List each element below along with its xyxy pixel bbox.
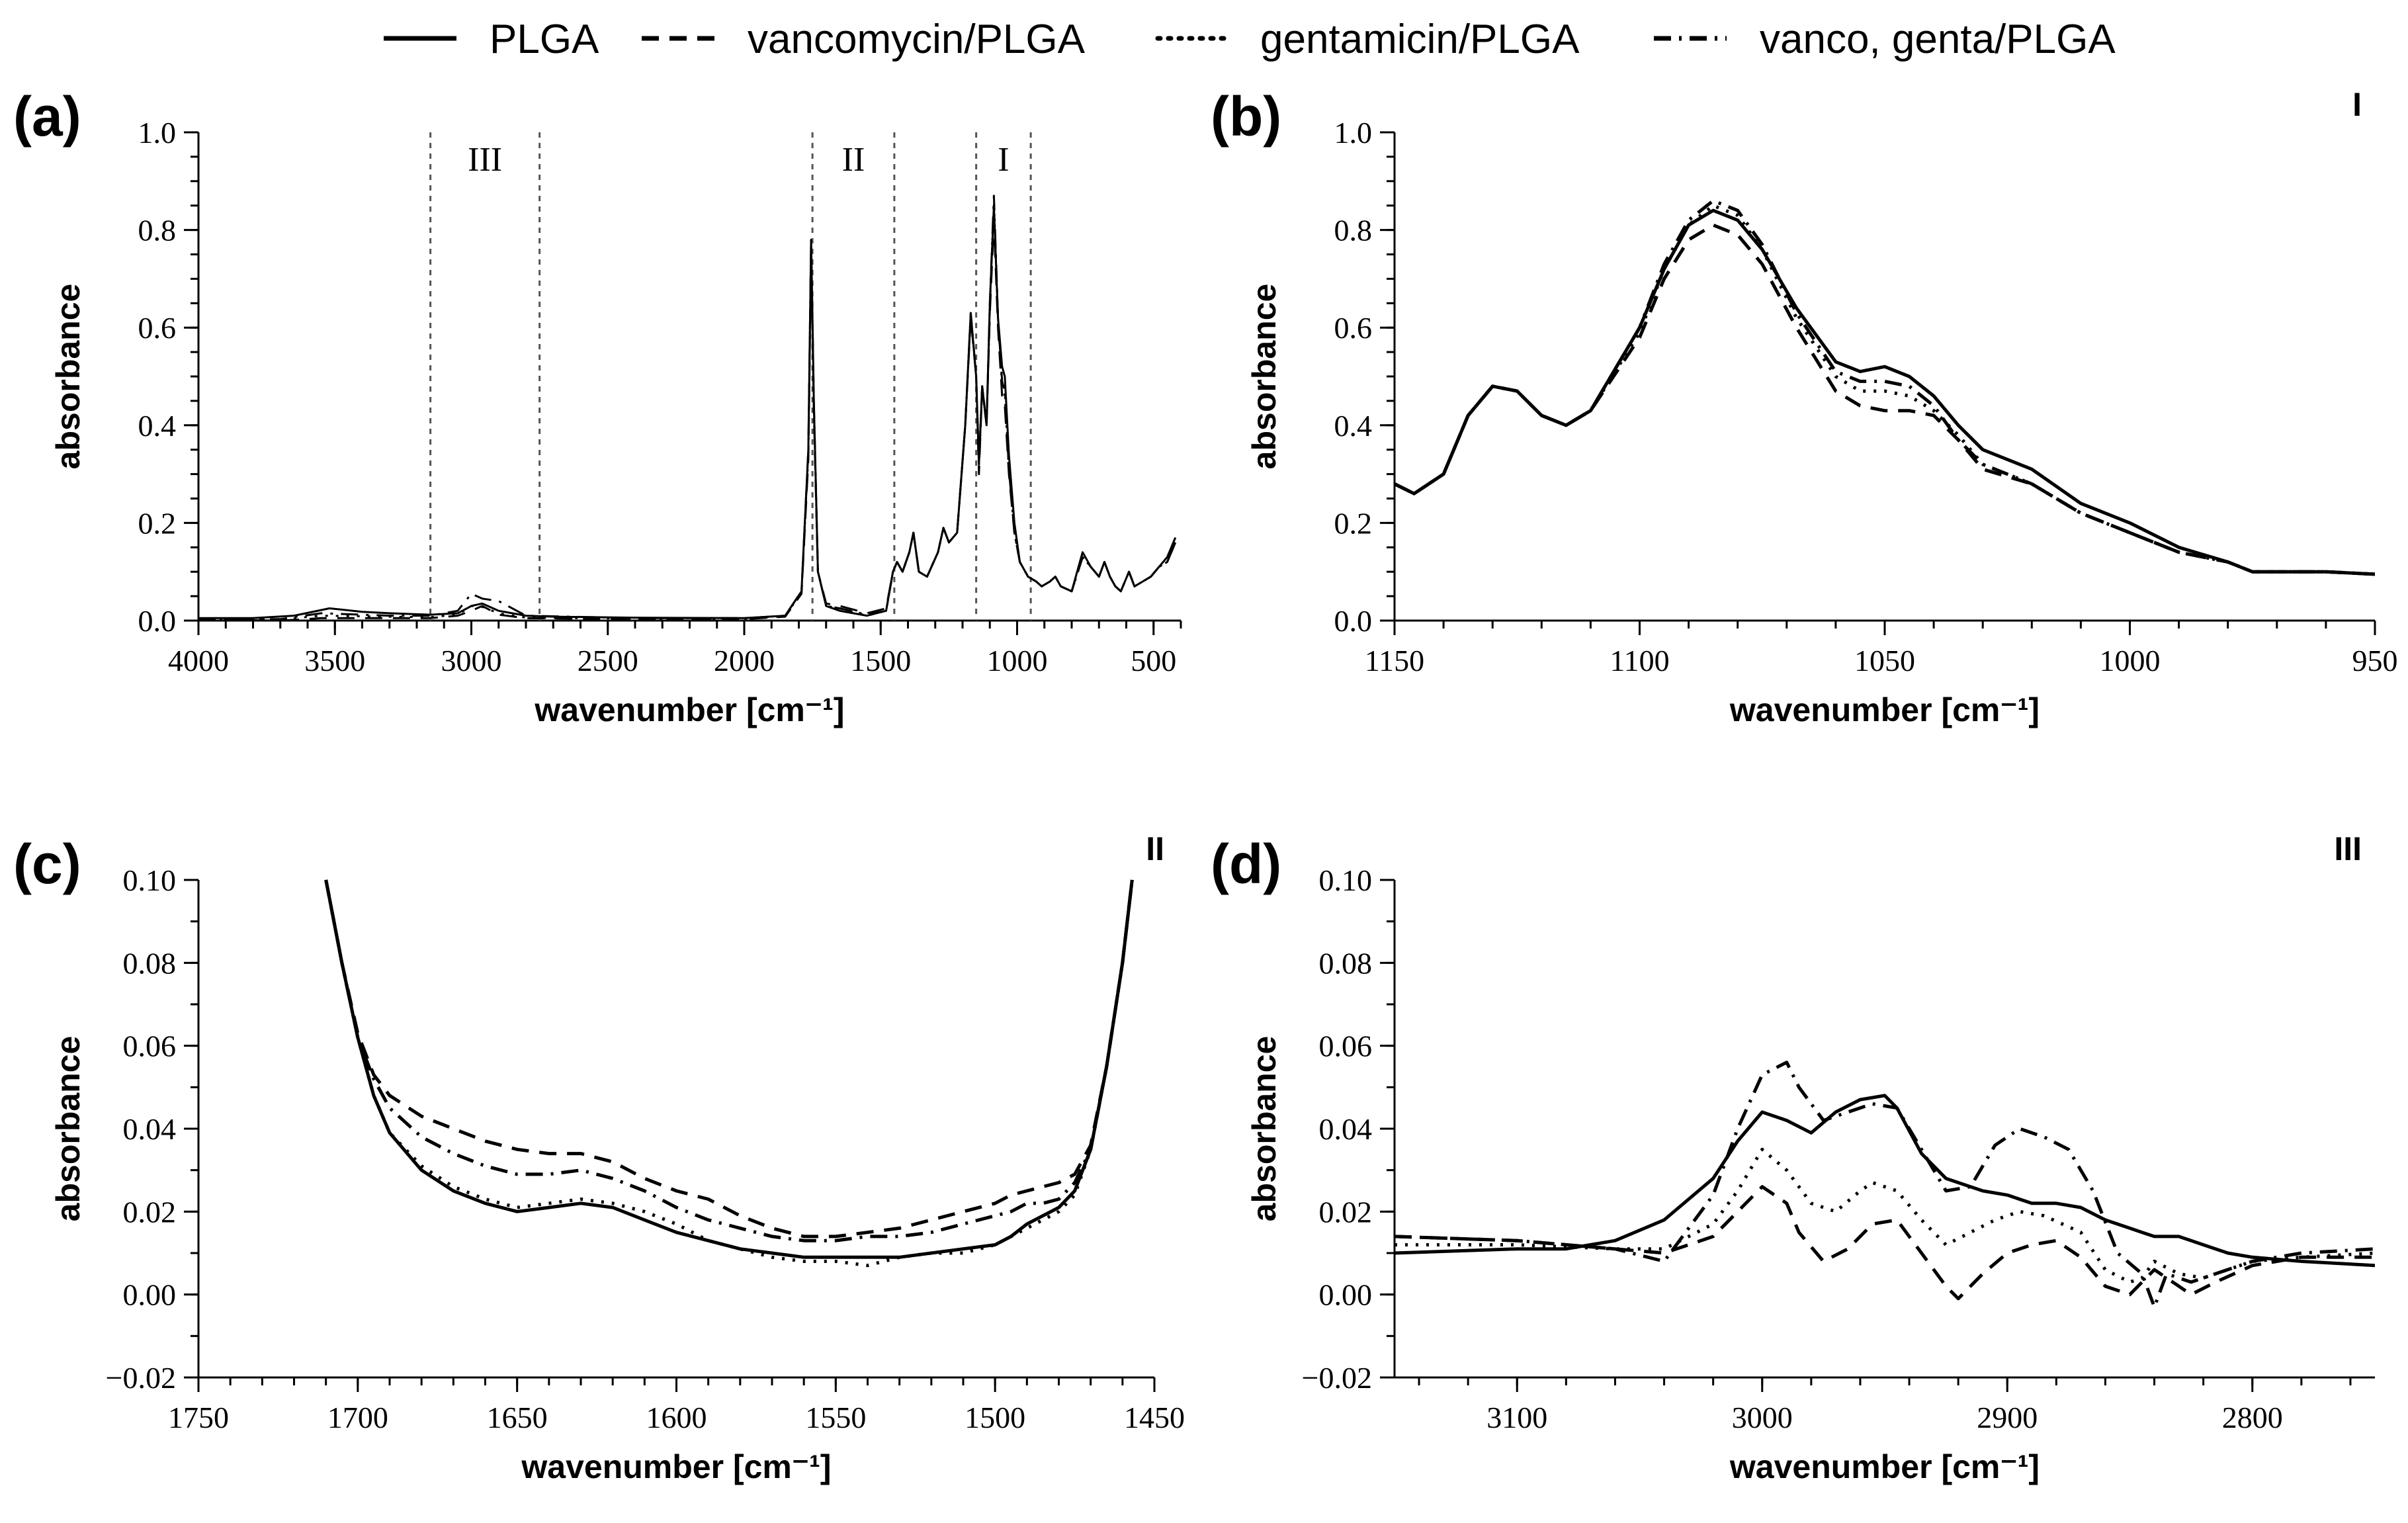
x-tick-label: 1450 [1124,1401,1185,1434]
series-line-gentamicin-plga [1395,1147,2375,1284]
x-axis-label: wavenumber [cm⁻¹] [1729,1448,2040,1485]
x-tick-label: 1650 [487,1401,548,1434]
y-tick-label: 0.0 [1334,604,1373,638]
region-label: III [2334,830,2362,867]
series-line-plga [198,204,1177,619]
y-tick-label: 0.8 [1334,214,1373,247]
region-label: I [2352,86,2362,123]
y-tick-label: 0.00 [1319,1278,1373,1312]
series-line-gentamicin-plga [198,199,1177,621]
legend: PLGA vancomycin/PLGA gentamicin/PLGA van… [384,17,2116,62]
y-tick-label: 0.4 [1334,409,1373,443]
x-tick-label: 3100 [1486,1401,1547,1434]
x-tick-label: 1000 [987,644,1048,677]
x-tick-label: 2500 [578,644,638,677]
series-line-vanco-genta-plga [198,195,1177,621]
panel-letter: (c) [13,833,81,895]
y-tick-label: 0.00 [123,1278,177,1312]
y-tick-label: 1.0 [138,116,177,150]
x-tick-label: 1750 [168,1401,229,1434]
y-tick-label: 0.04 [123,1112,177,1146]
panel-letter: (b) [1211,85,1281,148]
y-tick-label: 0.02 [1319,1195,1373,1229]
region-label: II [1146,830,1164,867]
y-tick-label: 0.04 [1319,1112,1373,1146]
x-tick-label: 2800 [2222,1401,2283,1434]
x-tick-label: 1500 [850,644,911,677]
y-axis-label: absorbance [50,284,87,470]
panel-b: (b) I 1150 1100 1050 1000 950 0.0 0.2 0.4 0.6 0.8 1.… [1211,85,2398,728]
y-tick-label: 0.10 [1319,863,1373,897]
panel-a: (a) 4000 3500 3000 2500 2000 1500 1000 500 0.0 0.2… [13,85,1182,728]
legend-label-gentamicin: gentamicin/PLGA [1260,17,1580,62]
series-line-plga [1395,1094,2375,1268]
y-tick-label: 1.0 [1334,116,1373,150]
series-line-vanco-genta-plga [324,879,1134,1242]
series-line-vancomycin-plga [324,879,1134,1239]
y-axis-label: absorbance [1246,284,1283,470]
series-line-gentamicin-plga [324,879,1134,1268]
y-axis-label: absorbance [1246,1036,1283,1222]
series-line-vanco-genta-plga [1395,1061,2375,1309]
x-tick-label: 1150 [1365,644,1424,677]
y-tick-label: 0.10 [123,863,177,897]
legend-label-vanco-genta: vanco, genta/PLGA [1760,17,2116,62]
y-tick-label: 0.06 [1319,1029,1373,1063]
y-tick-label: 0.0 [138,604,177,638]
x-tick-label: 500 [1131,644,1176,677]
y-tick-label: 0.08 [1319,946,1373,980]
x-tick-label: 1000 [2100,644,2161,677]
x-tick-label: 1500 [965,1401,1025,1434]
y-tick-label: 0.6 [1334,311,1373,345]
series-line-gentamicin-plga [1395,204,2375,576]
panel-d: (d) III 3100 3000 2900 2800 −0.02 0.00 0.02 0.04 0… [1211,830,2375,1485]
x-tick-label: 2000 [714,644,775,677]
y-tick-label: 0.2 [1334,506,1373,540]
legend-label-vancomycin: vancomycin/PLGA [748,17,1086,62]
x-tick-label: 1600 [646,1401,707,1434]
y-tick-label: 0.2 [138,506,177,540]
legend-item-vanco-genta: vanco, genta/PLGA [1654,17,2116,62]
panel-letter: (a) [13,85,81,148]
series-line-vancomycin-plga [1395,223,2375,576]
x-tick-label: 3500 [304,644,365,677]
region-label-iii: III [468,141,502,179]
x-axis-label: wavenumber [cm⁻¹] [534,691,844,728]
x-tick-label: 3000 [1732,1401,1793,1434]
x-axis-label: wavenumber [cm⁻¹] [521,1448,831,1485]
x-tick-label: 1100 [1610,644,1669,677]
x-tick-label: 1050 [1854,644,1915,677]
legend-item-gentamicin: gentamicin/PLGA [1155,17,1580,62]
x-tick-label: 4000 [168,644,229,677]
panel-c: (c) II 1750 1700 1650 1600 1550 1500 1450 −0.02 0.… [13,830,1185,1485]
y-tick-label: −0.02 [1302,1361,1372,1395]
y-tick-label: −0.02 [106,1361,176,1395]
y-tick-label: 0.6 [138,311,177,345]
y-tick-label: 0.06 [123,1029,177,1063]
series-line-vanco-genta-plga [1395,198,2375,576]
y-tick-label: 0.8 [138,214,177,247]
x-tick-label: 1550 [805,1401,866,1434]
x-tick-label: 3000 [441,644,502,677]
y-tick-label: 0.08 [123,946,177,980]
x-tick-label: 1700 [327,1401,388,1434]
legend-item-vancomycin: vancomycin/PLGA [642,17,1086,62]
y-tick-label: 0.4 [138,409,177,443]
legend-label-plga: PLGA [490,17,599,62]
y-axis-label: absorbance [50,1036,87,1222]
region-label-ii: II [842,141,865,179]
series-line-vancomycin-plga [198,219,1177,621]
x-tick-label: 950 [2352,644,2398,677]
legend-item-plga: PLGA [384,17,599,62]
series-line-plga [324,879,1134,1259]
x-tick-label: 2900 [1977,1401,2038,1434]
x-axis-label: wavenumber [cm⁻¹] [1729,691,2040,728]
panel-letter: (d) [1211,833,1281,895]
y-tick-label: 0.02 [123,1195,177,1229]
series-line-vancomycin-plga [1395,1185,2375,1301]
region-label-i: I [998,141,1009,179]
